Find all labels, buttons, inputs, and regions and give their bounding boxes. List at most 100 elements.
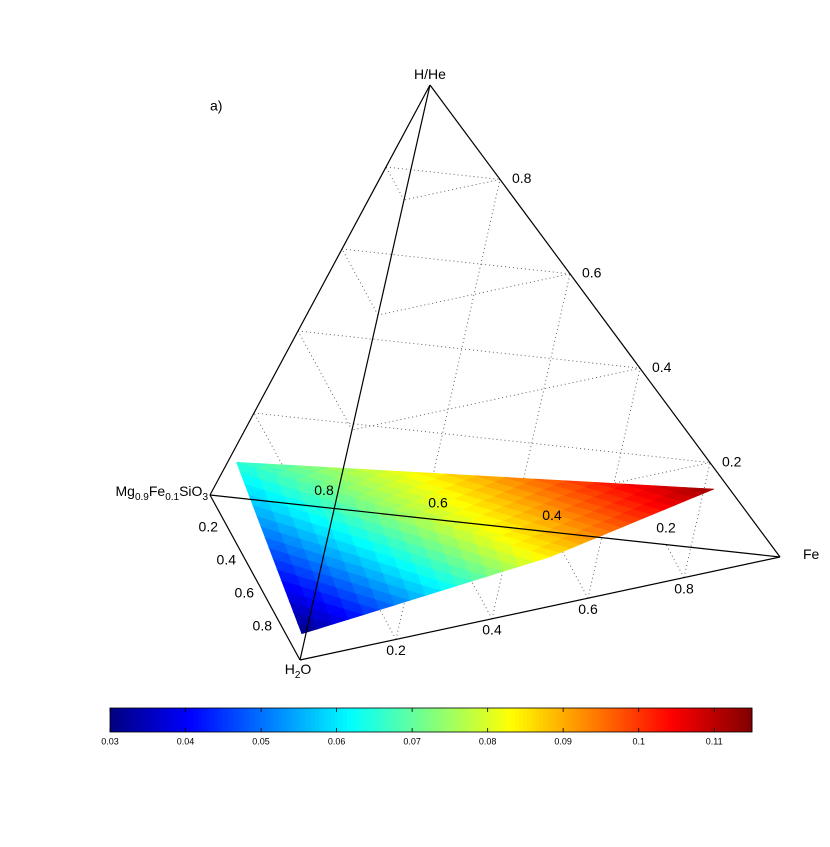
tick-label: 0.8 [674, 580, 694, 596]
colorbar-segment [166, 708, 171, 732]
colorbar-segment [270, 708, 276, 732]
vertex-label-part: 0.1 [165, 492, 179, 503]
colorbar-segment [370, 708, 376, 732]
colorbar-segment [583, 708, 588, 732]
colorbar-tick-label: 0.05 [252, 736, 270, 746]
colorbar-segment [298, 708, 304, 732]
colorbar-segment [118, 708, 123, 732]
surface-cell [432, 520, 454, 533]
colorbar-tick-label: 0.08 [479, 736, 497, 746]
colorbar-segment [190, 708, 195, 732]
grid-line [297, 330, 353, 431]
surface-cell [654, 485, 685, 492]
colorbar-segment [110, 708, 115, 732]
colorbar-segment [202, 708, 207, 732]
colorbar-segment [511, 708, 516, 732]
vertex-label-part: 2 [295, 670, 301, 681]
colorbar-segment [655, 708, 661, 732]
colorbar-segment [643, 708, 649, 732]
colorbar-segment [707, 708, 713, 732]
surface-cell [385, 470, 416, 477]
colorbar-segment [591, 708, 597, 732]
vertex-label: Mg0.9Fe0.1SiO3 [115, 483, 208, 503]
colorbar-segment [703, 708, 709, 732]
surface-cell [504, 477, 535, 484]
edge [299, 84, 431, 661]
colorbar-segment [330, 708, 336, 732]
colorbar-segment [651, 708, 657, 732]
colorbar-segment [150, 708, 155, 732]
colorbar-segment [378, 708, 384, 732]
colorbar-segment [507, 708, 512, 732]
colorbar-segment [515, 708, 520, 732]
colorbar-segment [426, 708, 432, 732]
tick-label: 0.8 [512, 170, 532, 186]
colorbar-segment [114, 708, 119, 732]
colorbar-segment [366, 708, 372, 732]
colorbar-segment [495, 708, 500, 732]
colorbar-segment [170, 708, 175, 732]
tick-label: 0.2 [722, 453, 742, 469]
surface-cell [683, 487, 715, 494]
colorbar-segment [382, 708, 388, 732]
colorbar-segment [286, 708, 292, 732]
vertex-label: H/He [414, 66, 446, 82]
colorbar-segment [547, 708, 552, 732]
colorbar-segment [659, 708, 665, 732]
vertex-label-part: H [285, 661, 295, 677]
colorbar-segment [623, 708, 629, 732]
colorbar-segment [695, 708, 701, 732]
colorbar-segment [230, 708, 235, 732]
tick-label: 0.6 [582, 265, 602, 281]
colorbar-segment [607, 708, 613, 732]
colorbar-segment [671, 708, 677, 732]
vertex-label: H2O [285, 661, 312, 681]
colorbar-segment [126, 708, 131, 732]
vertex-label: Fe [803, 546, 820, 562]
colorbar-segment [723, 708, 729, 732]
colorbar-segment [431, 708, 436, 732]
surface-cell [275, 473, 297, 486]
colorbar-segment [739, 708, 745, 732]
colorbar-segment [587, 708, 592, 732]
colorbar-segment [402, 708, 408, 732]
grid-line [403, 178, 501, 201]
vertex-label-part: Fe [149, 483, 166, 499]
colorbar-segment [122, 708, 127, 732]
colorbar-segment [503, 708, 508, 732]
colorbar-segment [242, 708, 247, 732]
colorbar-segment [439, 708, 444, 732]
vertex-label-part: Mg [115, 483, 134, 499]
colorbar-segment [394, 708, 400, 732]
grid-line [253, 412, 711, 464]
colorbar-segment [647, 708, 653, 732]
colorbar-segment [443, 708, 448, 732]
colorbar-segment [475, 708, 480, 732]
grid-line [341, 248, 379, 316]
colorbar-segment [210, 708, 215, 732]
colorbar-segment [727, 708, 733, 732]
colorbar-segment [619, 708, 625, 732]
colorbar-segment [342, 708, 348, 732]
colorbar-segment [178, 708, 183, 732]
vertex-label-part: H/He [414, 66, 446, 82]
colorbar-segment [234, 708, 239, 732]
colorbar-segment [282, 708, 288, 732]
colorbar-segment [523, 708, 528, 732]
vertex-label-part: 0.9 [135, 492, 149, 503]
colorbar-segment [527, 708, 532, 732]
colorbar-segment [386, 708, 392, 732]
colorbar-segment [250, 708, 255, 732]
colorbar-segment [447, 708, 452, 732]
colorbar-segment [206, 708, 211, 732]
colorbar-segment [290, 708, 296, 732]
edge [429, 84, 781, 558]
colorbar-segment [162, 708, 167, 732]
surface-cell [255, 467, 277, 480]
colorbar-segment [555, 708, 560, 732]
tick-label: 0.2 [199, 519, 219, 535]
vertex-label-part: Fe [803, 546, 820, 562]
colorbar-segment [699, 708, 705, 732]
grid-line [385, 166, 405, 201]
